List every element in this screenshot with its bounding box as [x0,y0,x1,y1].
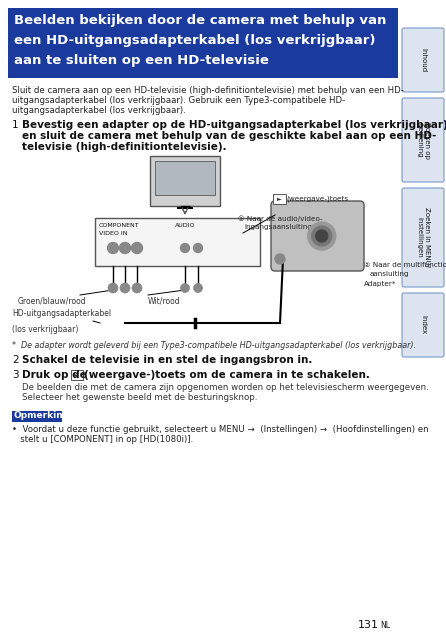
FancyBboxPatch shape [402,293,444,357]
Bar [8,8,398,78]
Text: Inhoud: Inhoud [420,48,426,72]
Circle shape [312,226,332,246]
Bar [150,156,220,206]
Text: en sluit de camera met behulp van de geschikte kabel aan op een HD-: en sluit de camera met behulp van de ges… [22,131,436,141]
Circle shape [132,243,143,253]
Text: Groen/blauw/rood: Groen/blauw/rood [18,296,87,305]
Circle shape [194,284,202,292]
Circle shape [120,243,131,253]
Circle shape [132,283,142,293]
Circle shape [275,254,285,264]
Text: ►: ► [74,372,79,377]
Circle shape [181,243,190,253]
FancyBboxPatch shape [70,369,83,380]
Text: *  De adapter wordt geleverd bij een Type3-compatibele HD-uitgangsadapterkabel (: * De adapter wordt geleverd bij een Type… [12,341,416,350]
Text: De beelden die met de camera zijn opgenomen worden op het televisiescherm weerge: De beelden die met de camera zijn opgeno… [22,383,429,392]
Text: COMPONENT: COMPONENT [99,223,140,228]
FancyBboxPatch shape [402,28,444,92]
Text: 3: 3 [12,370,19,380]
FancyBboxPatch shape [402,188,444,287]
Text: Druk op de: Druk op de [22,370,91,380]
Text: een HD-uitgangsadapterkabel (los verkrijgbaar): een HD-uitgangsadapterkabel (los verkrij… [14,34,376,47]
Text: Sluit de camera aan op een HD-televisie (high-definitiontelevisie) met behulp va: Sluit de camera aan op een HD-televisie … [12,86,404,95]
Text: ① Naar de audio/video-: ① Naar de audio/video- [238,215,322,221]
Text: Bevestig een adapter op de HD-uitgangsadapterkabel (los verkrijgbaar): Bevestig een adapter op de HD-uitgangsad… [22,120,446,130]
Text: ingangsaansluitingen: ingangsaansluitingen [244,224,321,230]
Text: Adapter*: Adapter* [364,281,396,287]
Text: (weergave-)toets: (weergave-)toets [286,196,348,202]
Circle shape [316,230,328,242]
Circle shape [308,222,336,250]
Bar [95,218,260,266]
FancyBboxPatch shape [271,201,364,271]
Text: ►: ► [277,196,281,201]
Text: (los verkrijgbaar): (los verkrijgbaar) [12,325,78,334]
Text: (weergave-)toets om de camera in te schakelen.: (weergave-)toets om de camera in te scha… [84,370,370,380]
Text: 2: 2 [12,355,19,365]
Text: Wit/rood: Wit/rood [148,296,181,305]
Circle shape [108,283,118,293]
Text: Schakel de televisie in en stel de ingangsbron in.: Schakel de televisie in en stel de ingan… [22,355,312,365]
Text: Opmerking: Opmerking [14,411,70,420]
Bar [155,161,215,195]
Text: 131: 131 [358,620,379,630]
Text: 1: 1 [12,120,19,130]
Text: aansluiting: aansluiting [370,271,409,277]
Text: •  Voordat u deze functie gebruikt, selecteert u MENU →  (Instellingen) →  (Hoof: • Voordat u deze functie gebruikt, selec… [12,425,429,434]
Circle shape [107,243,119,253]
Bar [12,411,62,422]
Text: uitgangsadapterkabel (los verkrijgbaar). Gebruik een Type3-compatibele HD-: uitgangsadapterkabel (los verkrijgbaar).… [12,96,345,105]
Circle shape [120,283,130,293]
Text: aan te sluiten op een HD-televisie: aan te sluiten op een HD-televisie [14,54,269,67]
FancyBboxPatch shape [273,193,285,204]
Text: NL: NL [380,621,390,630]
Circle shape [194,243,202,253]
Text: Beelden bekijken door de camera met behulp van: Beelden bekijken door de camera met behu… [14,14,386,27]
Text: ② Naar de multifunctionele: ② Naar de multifunctionele [364,262,446,268]
Text: Zoeken op
bediening: Zoeken op bediening [417,122,429,159]
Text: VIDEO IN: VIDEO IN [99,231,128,236]
Circle shape [181,284,190,292]
Text: uitgangsadapterkabel (los verkrijgbaar).: uitgangsadapterkabel (los verkrijgbaar). [12,106,186,115]
FancyBboxPatch shape [402,98,444,182]
Text: Zoeken in MENU/
instellingen: Zoeken in MENU/ instellingen [417,207,429,268]
Text: Index: Index [420,316,426,335]
Text: AUDIO: AUDIO [175,223,195,228]
Text: televisie (high-definitiontelevisie).: televisie (high-definitiontelevisie). [22,142,227,152]
Text: Selecteer het gewenste beeld met de besturingsknop.: Selecteer het gewenste beeld met de best… [22,393,257,402]
Text: stelt u [COMPONENT] in op [HD(1080i)].: stelt u [COMPONENT] in op [HD(1080i)]. [12,435,193,444]
Text: HD-uitgangsadapterkabel: HD-uitgangsadapterkabel [12,309,111,318]
